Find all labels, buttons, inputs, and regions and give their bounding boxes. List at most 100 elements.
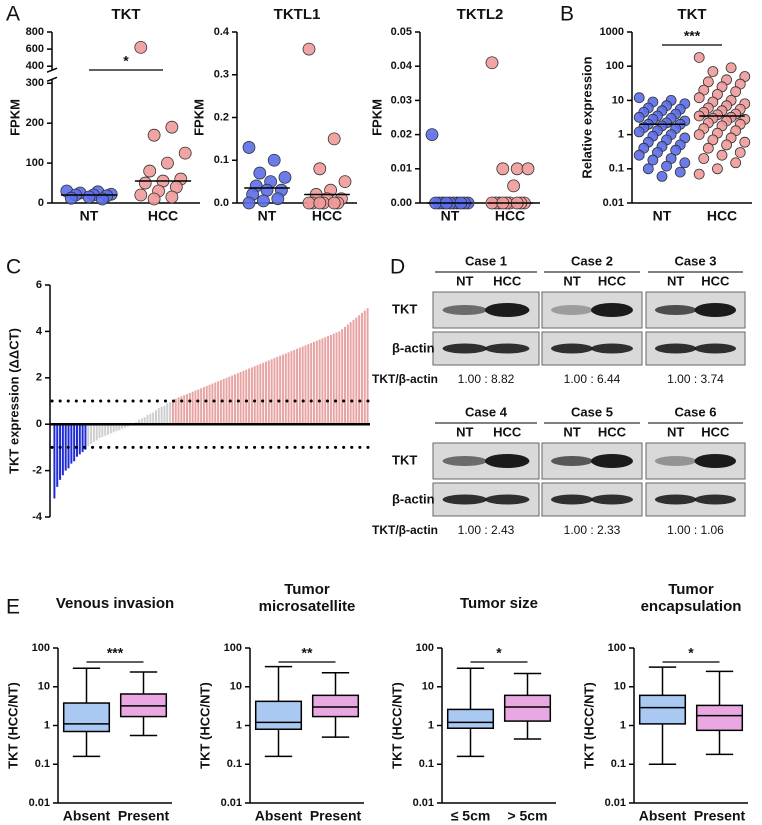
lane-label: NT [456,424,473,439]
row-label: TKT [392,452,417,467]
y-tick-label: 0.02 [391,129,412,141]
chart-title: TKT [677,6,706,23]
data-point [507,179,520,193]
chart-title: Tumor size [460,595,538,612]
bar [287,352,290,425]
y-axis-label: TKT (HCC/NT) [5,682,20,769]
bar [211,383,214,425]
y-tick-label: 1 [620,719,626,731]
bar [222,378,225,425]
data-point [165,120,179,134]
bar [202,387,205,425]
bar [329,334,332,425]
y-tick-label: 0.1 [35,758,50,770]
ratio-label: TKT/β-actin [372,523,438,537]
bar [146,414,149,425]
case-label: Case 6 [675,404,717,419]
bar [363,310,366,425]
lane-label: HCC [701,273,730,288]
data-point [693,129,705,141]
box [311,694,360,718]
bar [242,370,245,425]
bar [169,402,172,425]
y-tick-label: 10 [38,681,50,693]
bar [318,339,321,425]
box [503,694,552,722]
blot-band [591,494,633,505]
y-tick-label: 1 [618,129,624,141]
data-point [313,196,327,210]
row-label: TKT [392,301,417,316]
data-point [647,154,659,166]
bar [92,424,95,442]
y-axis-label: Relative expression [579,56,594,178]
bar [310,343,313,425]
chart-title: TKTL1 [274,6,321,23]
y-axis-label: TKT expression (ΔΔCT) [6,328,21,474]
bar [276,356,279,425]
y-tick-label: 10 [612,94,624,106]
bar [338,331,341,425]
panel-label: B [560,3,574,26]
bar [217,381,220,425]
box [62,702,111,733]
bar [154,410,157,425]
bar [115,424,118,432]
bar [87,424,90,447]
bar [101,424,104,437]
bar [174,398,177,425]
blot-band [484,454,530,468]
blot-band [591,303,633,317]
bar [290,351,293,425]
bar [61,424,64,476]
box [254,700,303,731]
bar [248,368,251,425]
x-tick-label: Absent [639,808,687,824]
y-axis-label: FPKM [7,99,22,136]
x-tick-label: Present [694,808,746,824]
data-point [693,52,705,63]
blot-band [654,343,697,354]
x-tick-label: NT [258,208,277,224]
case-label: Case 3 [675,253,717,268]
y-tick-label: 0.04 [391,60,413,72]
data-point [161,156,174,170]
blot-band [591,454,633,468]
bar [75,424,78,457]
significance-label: *** [684,28,701,44]
data-point [242,141,256,154]
data-point [425,128,439,142]
data-point [267,153,281,167]
bar [327,336,330,425]
y-tick-label: 100 [224,642,242,654]
data-point [707,66,719,77]
bar [81,424,84,453]
x-tick-label: Present [310,808,362,824]
y-tick-label: 0.01 [221,797,242,809]
bar [315,340,318,425]
y-tick-label: 6 [36,279,42,291]
significance-label: * [496,645,502,661]
bar [233,374,236,425]
x-tick-label: > 5cm [507,808,547,824]
bar [84,424,87,450]
row-label: β-actin [392,340,435,355]
lane-label: NT [563,273,580,288]
panel-label: C [6,256,21,279]
blot-band [694,343,737,354]
y-tick-label: 100 [32,642,50,654]
bar [53,424,56,499]
chart-title: TKTL2 [457,6,504,23]
bar [259,363,262,425]
bar [346,324,349,425]
x-tick-label: HCC [148,208,178,224]
bar [250,367,253,425]
y-tick-label: 0.1 [609,163,624,175]
bar [296,348,299,425]
bar [112,424,115,433]
data-point [693,92,705,104]
bar [194,390,197,425]
axis-break [46,76,58,82]
data-point [642,163,654,175]
